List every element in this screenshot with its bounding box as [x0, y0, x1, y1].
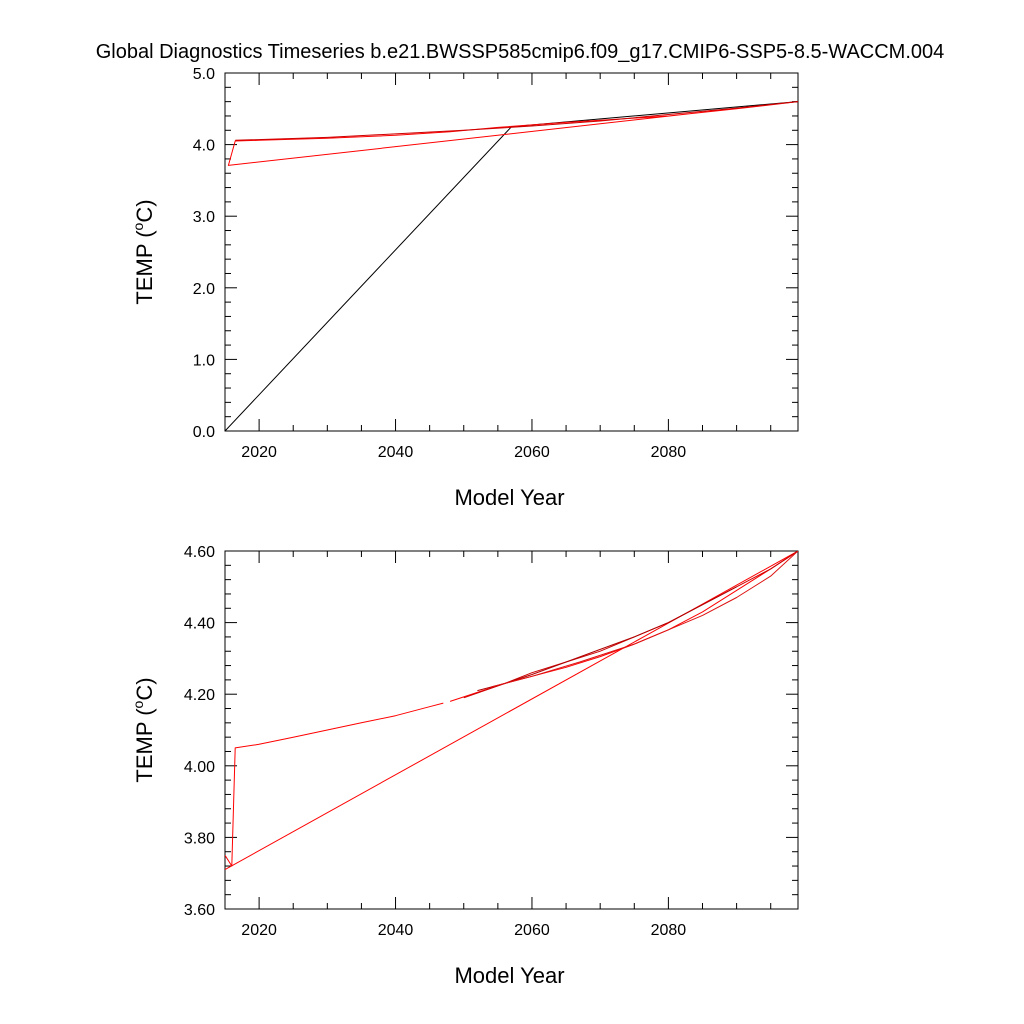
- panel-top: 2020 2040 2060 2080 0.0 1.0 2.0 3.0 4.0 5.0 Model …: [130, 66, 799, 510]
- series-line: [490, 551, 798, 688]
- y-tick-label: 0.0: [193, 424, 215, 441]
- x-tick-label: 2080: [651, 922, 687, 939]
- x-tick-label: 2040: [378, 922, 414, 939]
- y-axis-label-degree: o: [130, 700, 146, 708]
- y-tick-label: 3.80: [184, 830, 215, 847]
- x-tick-label: 2060: [514, 444, 550, 461]
- y-axis-label-unit: C): [132, 677, 157, 700]
- series-line: [477, 586, 737, 692]
- y-axis-label-unit: C): [132, 199, 157, 222]
- y-tick-label: 5.0: [193, 66, 215, 83]
- series-line: [235, 101, 798, 141]
- y-tick-label: 1.0: [193, 352, 215, 369]
- y-tick-label: 4.20: [184, 687, 215, 704]
- series-line: [225, 702, 444, 867]
- panel-bottom: 2020 2040 2060 2080 3.60 3.80 4.00 4.20 4.40 4.60…: [130, 544, 799, 988]
- y-axis-label: TEMP (oC): [130, 677, 157, 782]
- x-tick-label: 2060: [514, 922, 550, 939]
- plot-frame: [224, 550, 799, 910]
- y-tick-label: 4.60: [184, 544, 215, 561]
- y-tick-label: 4.40: [184, 616, 215, 633]
- x-axis-label: Model Year: [454, 485, 564, 510]
- y-tick-label: 3.60: [184, 902, 215, 919]
- x-axis-label: Model Year: [454, 963, 564, 988]
- series-line: [225, 551, 798, 871]
- y-tick-label: 2.0: [193, 281, 215, 298]
- x-tick-label: 2020: [241, 922, 277, 939]
- y-tick-label: 3.0: [193, 209, 215, 226]
- series-line: [449, 551, 798, 702]
- x-tick-label: 2080: [651, 444, 687, 461]
- y-axis-label: TEMP (oC): [130, 199, 157, 304]
- series-line: [225, 101, 798, 431]
- x-tick-label: 2040: [378, 444, 414, 461]
- y-axis-label-degree: o: [130, 222, 146, 230]
- y-axis-label-text: TEMP (: [132, 708, 157, 783]
- plot-frame: [224, 72, 799, 432]
- y-tick-label: 4.00: [184, 759, 215, 776]
- chart-title: Global Diagnostics Timeseries b.e21.BWSS…: [96, 41, 945, 63]
- series-line: [227, 101, 798, 166]
- y-axis-label-text: TEMP (: [132, 230, 157, 305]
- series-line: [463, 551, 798, 699]
- x-tick-label: 2020: [241, 444, 277, 461]
- y-tick-label: 4.0: [193, 138, 215, 155]
